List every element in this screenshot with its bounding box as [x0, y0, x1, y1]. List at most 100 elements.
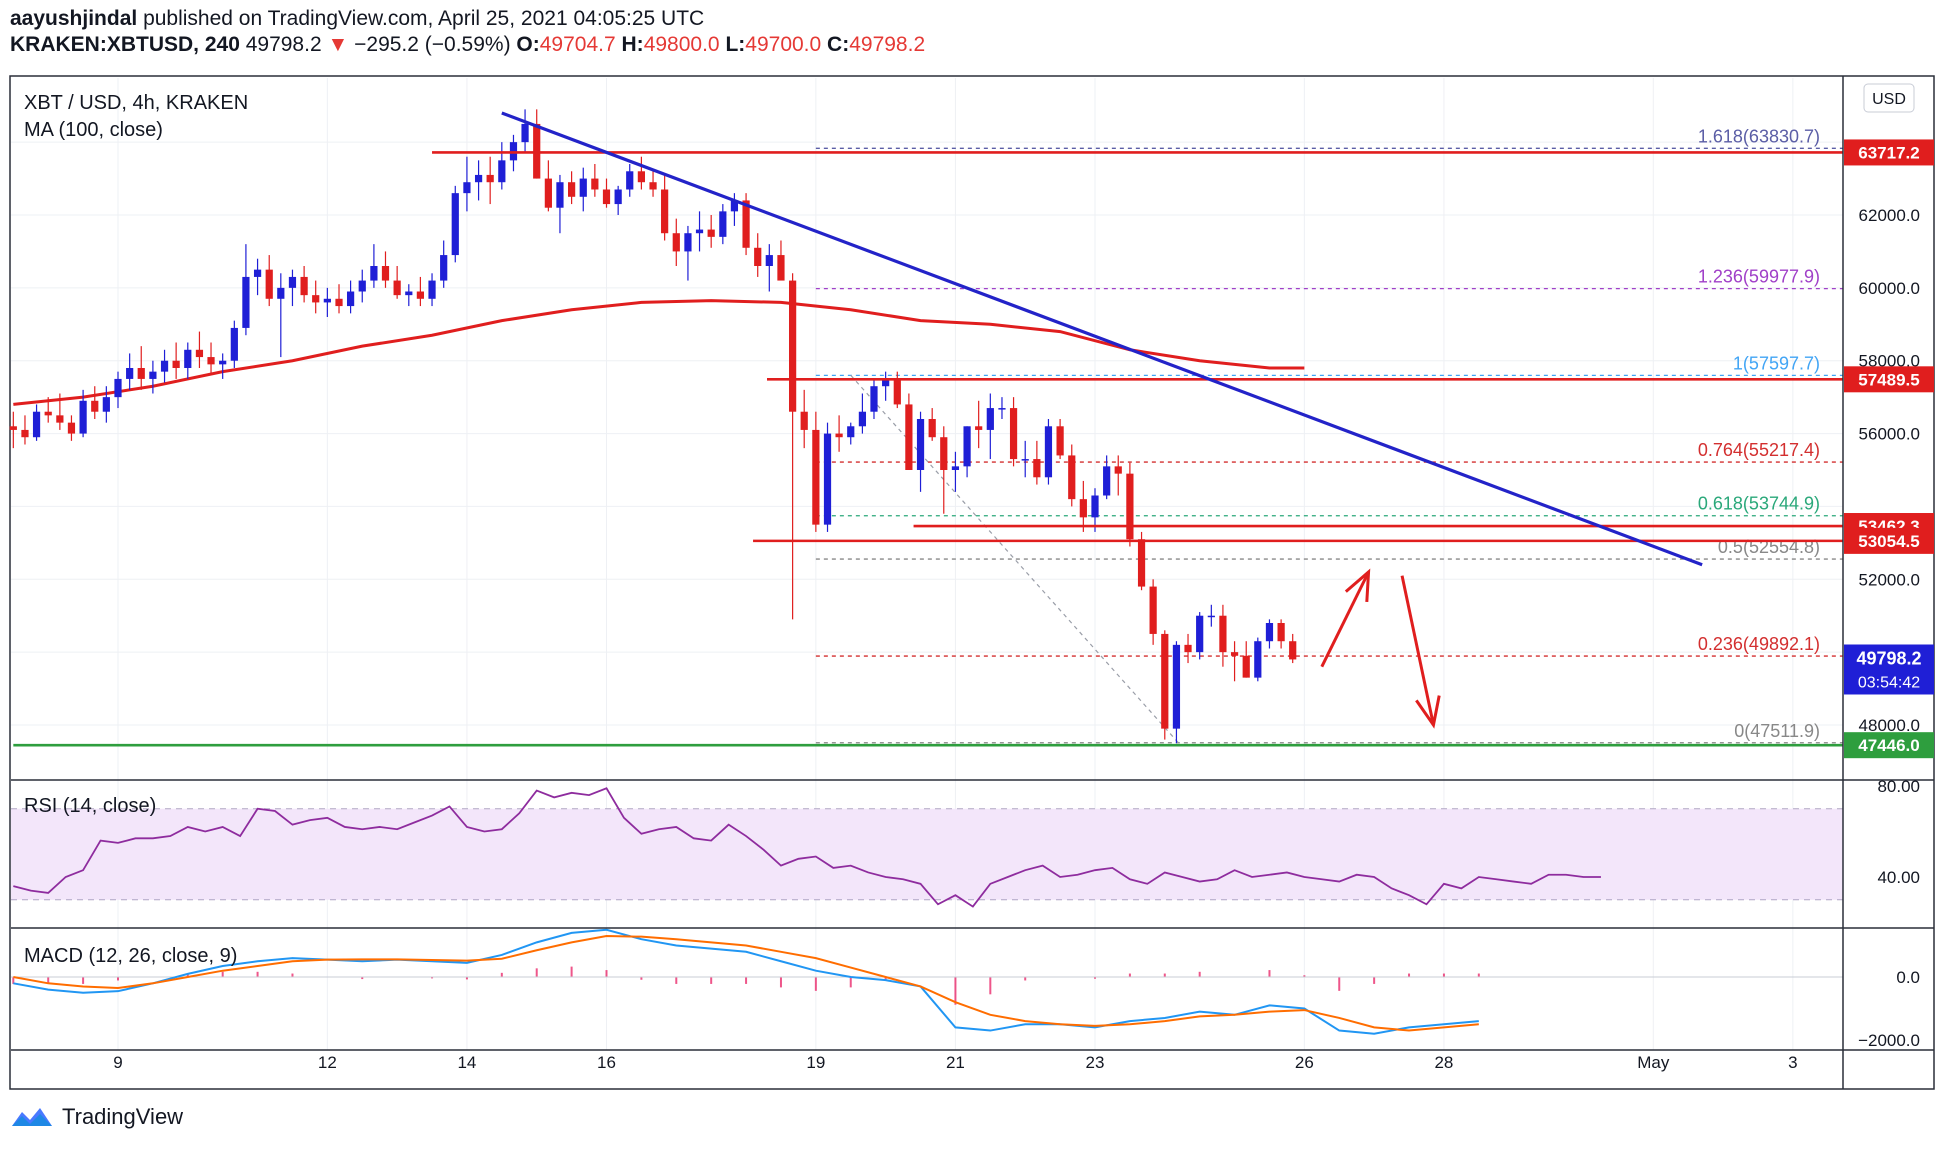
candle-down — [1137, 539, 1146, 587]
candle-up — [1207, 615, 1215, 618]
brand-name[interactable]: TradingView — [62, 1104, 184, 1129]
candle-down — [265, 269, 273, 299]
high-label: H: — [621, 33, 644, 56]
candle-down — [754, 247, 762, 266]
price-label-text: 63717.2 — [1858, 143, 1919, 162]
candle-up — [1254, 641, 1262, 678]
candle-up — [695, 229, 704, 234]
fib-level-label: 0.764(55217.4) — [1698, 440, 1820, 460]
publish-line: aayushjindal published on TradingView.co… — [10, 6, 1910, 32]
candle-up — [579, 178, 587, 197]
close-value: 49798.2 — [849, 33, 926, 56]
candle-down — [672, 233, 680, 252]
candle-up — [916, 419, 925, 470]
last-price: 49798.2 — [245, 33, 322, 56]
price-tick-label: 60000.0 — [1859, 279, 1920, 298]
x-tick-label: May — [1637, 1053, 1670, 1072]
candle-down — [1230, 652, 1239, 656]
candle-down — [835, 433, 843, 438]
candle-up — [242, 276, 250, 328]
candle-down — [300, 276, 308, 296]
candle-up — [847, 426, 855, 438]
last-price-text: 49798.2 — [1856, 648, 1921, 668]
rsi-line — [13, 787, 1601, 908]
candle-up — [1021, 459, 1029, 461]
candle-down — [742, 200, 750, 248]
candle-up — [32, 411, 41, 438]
currency-label: USD — [1872, 91, 1906, 108]
last-price-badge — [1844, 644, 1934, 695]
price-pane: 1.618(63830.7) 1.236(59977.9) 1(57597.7) 0.… — [9, 109, 1843, 747]
candle-down — [544, 178, 552, 208]
candle-up — [277, 287, 285, 299]
candle-down — [1114, 466, 1122, 474]
x-tick-label: 12 — [318, 1053, 337, 1072]
forecast-arrow-up — [1320, 571, 1370, 668]
candle-down — [940, 437, 948, 470]
price-change: −295.2 (−0.59%) — [354, 33, 511, 56]
price-label-text: 47446.0 — [1858, 736, 1919, 755]
symbol-line: KRAKEN:XBTUSD, 240 49798.2 ▼ −295.2 (−0.… — [10, 32, 1910, 58]
candle-up — [626, 171, 634, 190]
price-tick-label: 62000.0 — [1859, 206, 1920, 225]
candle-up — [219, 360, 227, 365]
candle-down — [393, 280, 401, 296]
candle-up — [858, 411, 867, 427]
footer: TradingView — [10, 1104, 183, 1130]
grid — [11, 78, 1843, 1050]
price-tick-label: 56000.0 — [1859, 425, 1920, 444]
ma100-line — [13, 299, 1305, 406]
candle-down — [172, 360, 180, 368]
candle-down — [21, 429, 29, 438]
symbol-label: KRAKEN:XBTUSD, 240 — [10, 33, 240, 56]
candle-down — [335, 298, 343, 307]
candle-down — [1056, 426, 1064, 456]
candle-up — [149, 371, 157, 379]
fib-level-label: 0.618(53744.9) — [1698, 494, 1820, 514]
fib-level-label: 0(47511.9) — [1734, 721, 1820, 741]
x-tick-label: 19 — [806, 1053, 825, 1072]
candle-up — [1196, 615, 1204, 653]
candle-up — [463, 182, 471, 194]
x-tick-label: 23 — [1086, 1053, 1105, 1072]
candle-down — [637, 171, 645, 183]
price-label-text: 53054.5 — [1858, 532, 1919, 551]
forecast-arrowhead — [1344, 568, 1371, 603]
candle-down — [195, 349, 204, 358]
candle-down — [381, 266, 390, 281]
candle-down — [44, 411, 52, 416]
rsi-band — [11, 808, 1843, 900]
candle-down — [649, 182, 657, 190]
candle-down — [591, 178, 599, 190]
fib-level-label: 1.236(59977.9) — [1698, 267, 1820, 287]
candle-down — [1242, 655, 1250, 678]
chart-header: aayushjindal published on TradingView.co… — [10, 6, 1910, 58]
candle-up — [1103, 466, 1111, 496]
rsi-legend: RSI (14, close) — [24, 795, 156, 817]
candle-up — [160, 360, 169, 372]
published-text: published on TradingView.com, April 25, … — [143, 7, 705, 30]
candle-up — [614, 189, 622, 205]
candle-down — [312, 295, 320, 303]
x-tick-label: 9 — [113, 1053, 122, 1072]
candle-down — [928, 419, 936, 438]
currency-button[interactable] — [1863, 83, 1915, 113]
candle-down — [1289, 641, 1297, 660]
macd-tick-label: −2000.0 — [1858, 1031, 1920, 1050]
candle-up — [1091, 495, 1099, 518]
rsi-tick-label: 40.00 — [1877, 868, 1920, 887]
price-tick-label: 48000.0 — [1859, 716, 1920, 735]
author-name[interactable]: aayushjindal — [10, 7, 138, 30]
macd-tick-label: 0.0 — [1896, 968, 1920, 987]
x-tick-label: 21 — [946, 1053, 965, 1072]
candle-up — [370, 266, 378, 281]
candle-up — [288, 276, 297, 288]
x-tick-label: 14 — [457, 1053, 476, 1072]
low-value: 49700.0 — [745, 33, 822, 56]
forecast-arrowhead — [1415, 695, 1441, 729]
candle-up — [114, 378, 122, 398]
candle-down — [707, 229, 715, 237]
rsi-tick-label: 80.00 — [1877, 777, 1920, 796]
price-tick-label: 52000.0 — [1859, 570, 1920, 589]
